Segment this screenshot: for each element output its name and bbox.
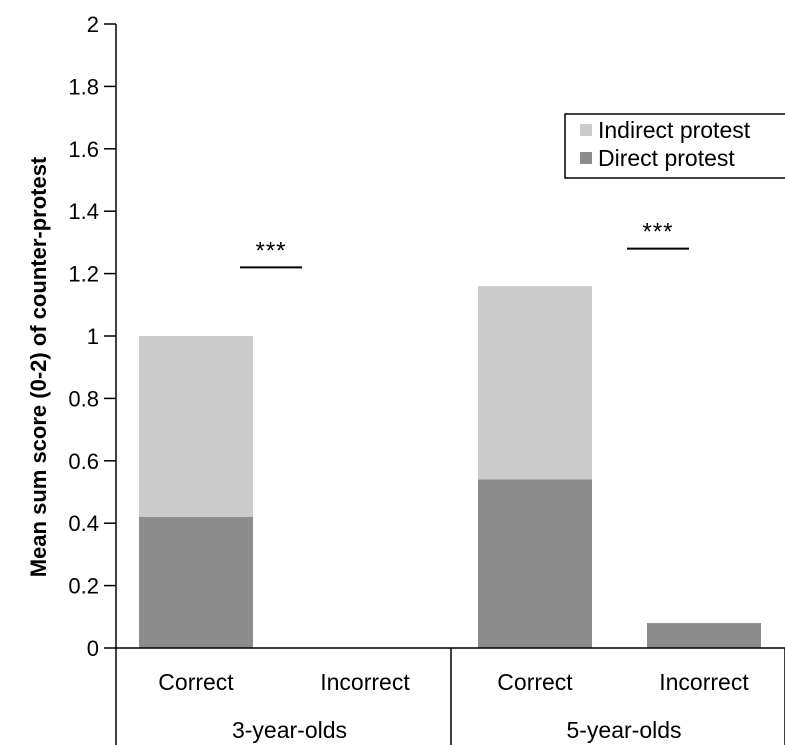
- y-tick-label: 2: [87, 12, 99, 37]
- category-label: Incorrect: [320, 669, 410, 695]
- y-tick-label: 0.4: [68, 511, 99, 536]
- y-tick-label: 0.8: [68, 386, 99, 411]
- bars: [139, 286, 761, 648]
- y-tick-label: 1.6: [68, 137, 99, 162]
- x-axis: Correct Incorrect Correct Incorrect 3-year-o…: [115, 647, 785, 745]
- bar-direct-protest-4: [647, 623, 761, 648]
- y-tick-label: 1.4: [68, 199, 99, 224]
- y-tick-label: 1: [87, 324, 99, 349]
- category-label: Correct: [158, 669, 234, 695]
- legend-label: Indirect protest: [598, 117, 751, 143]
- y-tick-label: 1.2: [68, 262, 99, 287]
- bar-direct-protest-1: [139, 516, 253, 648]
- group-label: 5-year-olds: [566, 717, 681, 743]
- significance-stars: ***: [642, 219, 673, 246]
- y-axis: 0 0.2 0.4 0.6 0.8 1 1.2 1.4 1.6 1.8 2: [68, 12, 117, 661]
- legend-swatch-direct-protest: [580, 152, 592, 164]
- significance-annotations: *** ***: [240, 219, 689, 269]
- category-label: Correct: [497, 669, 573, 695]
- bar-indirect-protest-1: [139, 336, 253, 517]
- y-axis-title: Mean sum score (0-2) of counter-protest: [26, 156, 51, 577]
- y-tick-label: 0.2: [68, 574, 99, 599]
- bar-indirect-protest-3: [478, 286, 592, 480]
- bar-direct-protest-3: [478, 479, 592, 648]
- category-label: Incorrect: [659, 669, 749, 695]
- legend-swatch-indirect-protest: [580, 124, 592, 136]
- legend-box: [564, 113, 785, 179]
- significance-stars: ***: [255, 237, 286, 264]
- y-tick-label: 0.6: [68, 449, 99, 474]
- legend-label: Direct protest: [598, 145, 735, 171]
- y-tick-label: 0: [87, 636, 99, 661]
- y-tick-label: 1.8: [68, 74, 99, 99]
- group-label: 3-year-olds: [232, 717, 347, 743]
